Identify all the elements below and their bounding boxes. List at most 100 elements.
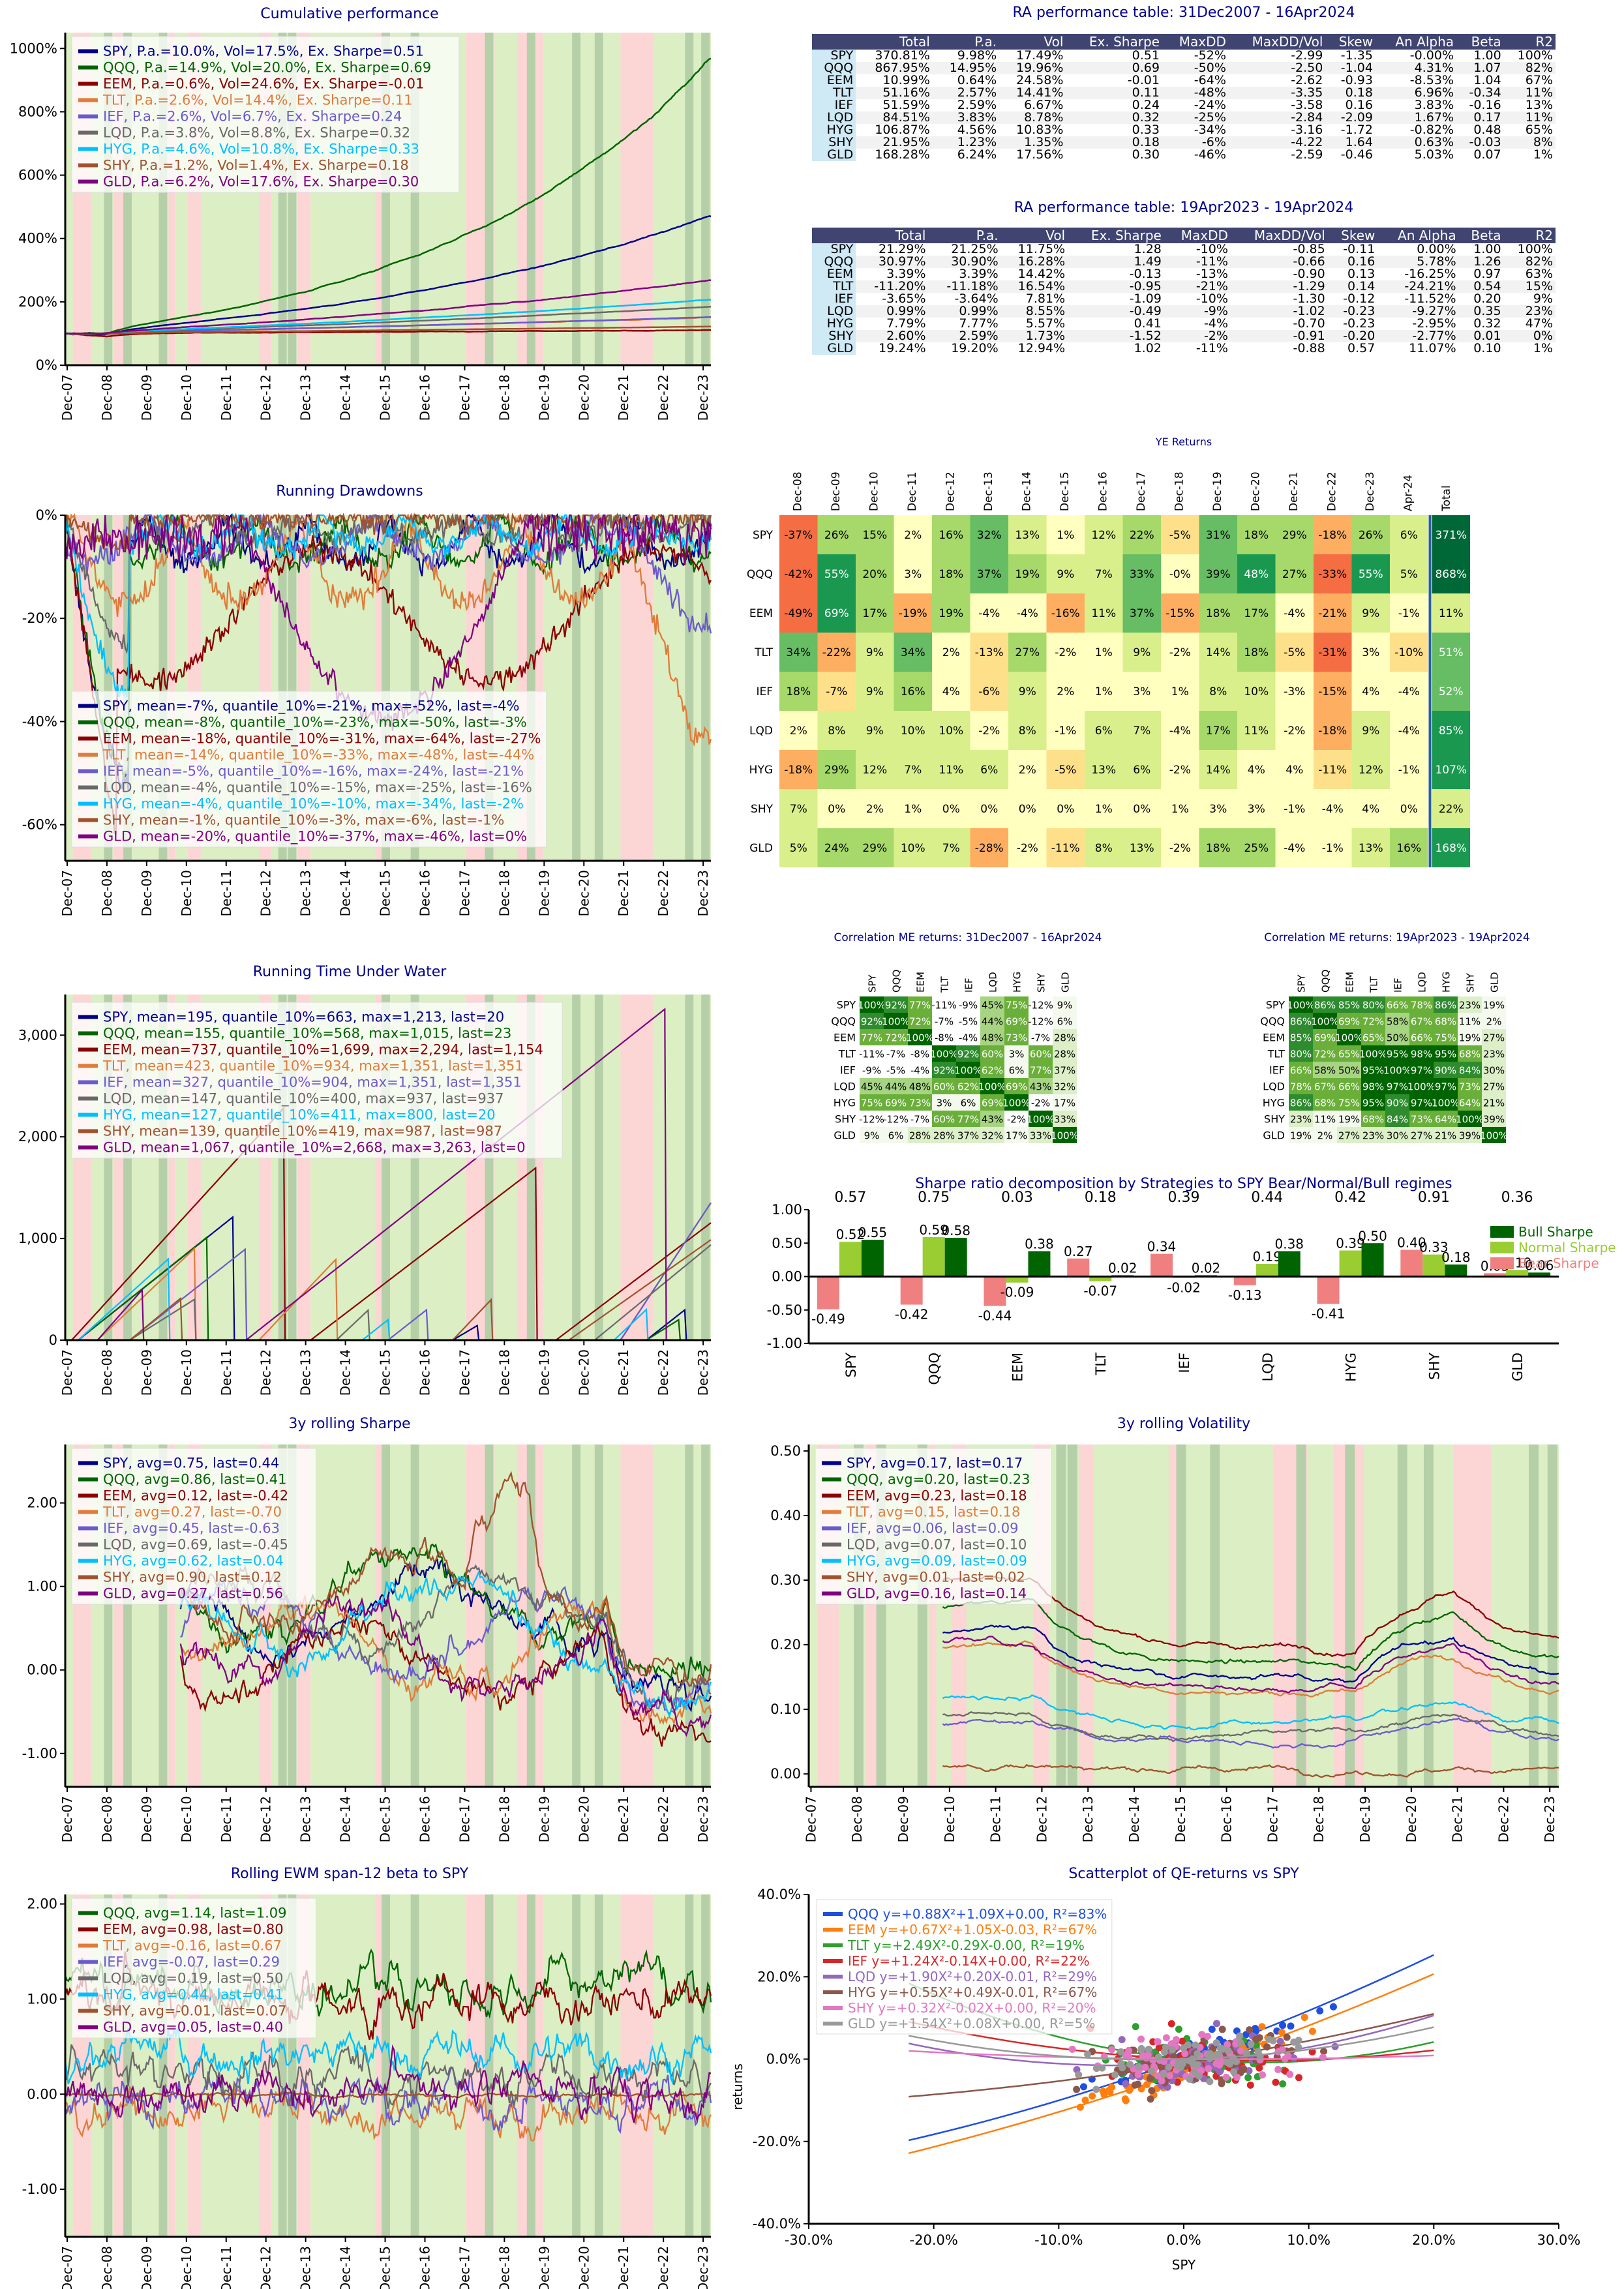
ye-cell: [894, 672, 932, 711]
ye-row-label: TLT: [754, 646, 774, 659]
ye-column-label: Dec-15: [1059, 471, 1072, 511]
sharpe-x-tick-label: SPY: [843, 1353, 859, 1378]
corr1-cell-value: 3%: [937, 1098, 952, 1109]
corr1-cell-value: 37%: [957, 1130, 979, 1142]
ye-cell: [1275, 750, 1314, 789]
drawdowns-x-tick-label: Dec-15: [378, 870, 393, 916]
drawdowns-y-tick-label: -40%: [22, 713, 57, 729]
drawdowns-legend: SPY, mean=-7%, quantile_10%=-21%, max=-5…: [71, 691, 547, 848]
corr2-cell: [1434, 1013, 1458, 1029]
table-row: TLT -11.20% -11.18% 16.54% -0.95 -21% -1.29 0.1…: [812, 280, 1556, 293]
ye-cell: [817, 515, 856, 554]
table-header-cell: R2: [1503, 34, 1556, 50]
corr2-cell-value: 11%: [1459, 1016, 1481, 1028]
table-cell: 370.81%: [856, 50, 933, 62]
ye-cell-value: 22%: [1439, 803, 1464, 816]
table-row-label: EEM: [812, 268, 856, 280]
tuw-y-tick-label: 0: [49, 1332, 57, 1348]
ye-cell: [1199, 515, 1237, 554]
ye-row-label: SPY: [753, 529, 774, 542]
ye-column-label: Dec-13: [982, 471, 995, 511]
drawdowns-x-tick-label: Dec-17: [457, 870, 472, 916]
rolling-beta-regime-band: [543, 1894, 621, 2237]
scatter-point-gld: [1137, 2044, 1145, 2052]
table-row-label: HYG: [812, 318, 856, 330]
rolling-sharpe-series-hyg: [179, 1570, 712, 1719]
tuw-legend-entry: SPY, mean=195, quantile_10%=663, max=1,2…: [103, 1010, 504, 1026]
table-cell: -3.16: [1228, 124, 1326, 136]
scatter-y-tick-label: 40.0%: [757, 1887, 801, 1902]
table-header-cell: Ex. Sharpe: [1066, 34, 1162, 50]
table-cell: -0.23: [1327, 305, 1378, 318]
ye-cell: [1275, 828, 1314, 867]
rolling-sharpe-series-spy: [179, 1558, 712, 1713]
table-cell: 84.51%: [856, 112, 933, 124]
drawdowns-y-tick-label: -20%: [22, 610, 57, 626]
ye-cell-value: -42%: [784, 568, 813, 581]
cumulative-x-tick-label: Dec-18: [496, 374, 512, 421]
ye-cell: [1122, 711, 1161, 750]
ye-cell-value: 9%: [866, 685, 884, 698]
corr1-cell: [884, 1111, 908, 1127]
ye-cell-value: -4%: [1284, 607, 1305, 620]
ye-cell-value: -0%: [1169, 568, 1191, 581]
scatter-point-gld: [1147, 2067, 1155, 2075]
cumulative-x-tick-label: Dec-23: [695, 374, 711, 421]
cumulative-legend-entry: TLT, P.a.=2.6%, Vol=14.4%, Ex. Sharpe=0.…: [102, 93, 413, 108]
rolling-vol-legend-entry: QQQ, avg=0.20, last=0.23: [847, 1472, 1030, 1488]
table-cell: 1.23%: [932, 136, 1000, 149]
sharpe-y-tick-label: -0.50: [767, 1302, 802, 1318]
scatter-point-ief: [1295, 2074, 1302, 2082]
table-cell: 21.29%: [856, 243, 929, 256]
table-row-label: QQQ: [812, 256, 856, 268]
cumulative-regime-band-dark: [701, 33, 710, 365]
ye-column-label: Dec-14: [1020, 471, 1033, 511]
table-cell: -9.27%: [1377, 305, 1459, 318]
corr1-row-label: QQQ: [831, 1015, 856, 1028]
sharpe-bar-label: 0.59: [919, 1222, 948, 1238]
table-cell: -64%: [1162, 74, 1229, 87]
cumulative-title: Cumulative performance: [260, 6, 438, 22]
corr1-cell-value: 3%: [1009, 1049, 1025, 1060]
ye-cell-value: 9%: [866, 725, 884, 738]
ye-cell: [1046, 789, 1085, 828]
ye-cell: [1390, 789, 1428, 828]
cumulative-series-hyg: [65, 299, 712, 335]
corr1-row-label: TLT: [838, 1048, 856, 1060]
ye-cell: [1122, 750, 1161, 789]
ye-cell-value: 69%: [824, 607, 849, 620]
rolling-sharpe-x-tick-label: Dec-13: [298, 1796, 314, 1842]
table-cell: -2.99: [1228, 50, 1326, 62]
corr2-cell: [1361, 1045, 1385, 1062]
sharpe-total-label: 0.39: [1168, 1189, 1200, 1206]
table-cell: -52%: [1162, 50, 1229, 62]
ye-cell-value: -1%: [1398, 764, 1420, 777]
sharpe-bar: [922, 1237, 945, 1277]
rolling-vol-series-ief: [942, 1717, 1559, 1749]
table-cell: -1.02: [1230, 305, 1328, 318]
ye-cell-value: 39%: [1206, 568, 1231, 581]
rolling-sharpe-y-tick-label: 1.00: [27, 1579, 57, 1594]
cumulative-regime-band: [168, 33, 175, 365]
rolling-vol-x-tick-label: Dec-18: [1311, 1796, 1327, 1842]
cumulative-legend-entry: SPY, P.a.=10.0%, Vol=17.5%, Ex. Sharpe=0…: [103, 44, 424, 59]
ye-cell: [932, 750, 970, 789]
table-cell: 1.28: [1068, 243, 1164, 256]
rolling-vol-x-tick-label: Dec-09: [895, 1796, 911, 1842]
corr2-cell: [1289, 1029, 1313, 1045]
scatter-point-eem: [1122, 2097, 1130, 2104]
ye-cell: [856, 828, 894, 867]
corr1-cell-value: 9%: [864, 1130, 880, 1142]
table-cell: -3.65%: [856, 293, 929, 305]
corr2-cell-value: 86%: [1290, 1098, 1312, 1109]
tuw-x-tick-label: Dec-16: [417, 1349, 432, 1396]
ye-cell: [856, 672, 894, 711]
tuw-x-tick-label: Dec-09: [139, 1349, 155, 1396]
scatter-legend-entry: TLT y=+2.49X²-0.29X-0.00, R²=19%: [847, 1937, 1085, 1953]
corr1-cell-value: -9%: [862, 1065, 881, 1077]
ye-cell: [1351, 515, 1390, 554]
drawdowns-regime-band-dark: [572, 515, 581, 861]
cumulative-regime-band-dark: [526, 33, 535, 365]
corr2-cell: [1458, 1127, 1482, 1143]
